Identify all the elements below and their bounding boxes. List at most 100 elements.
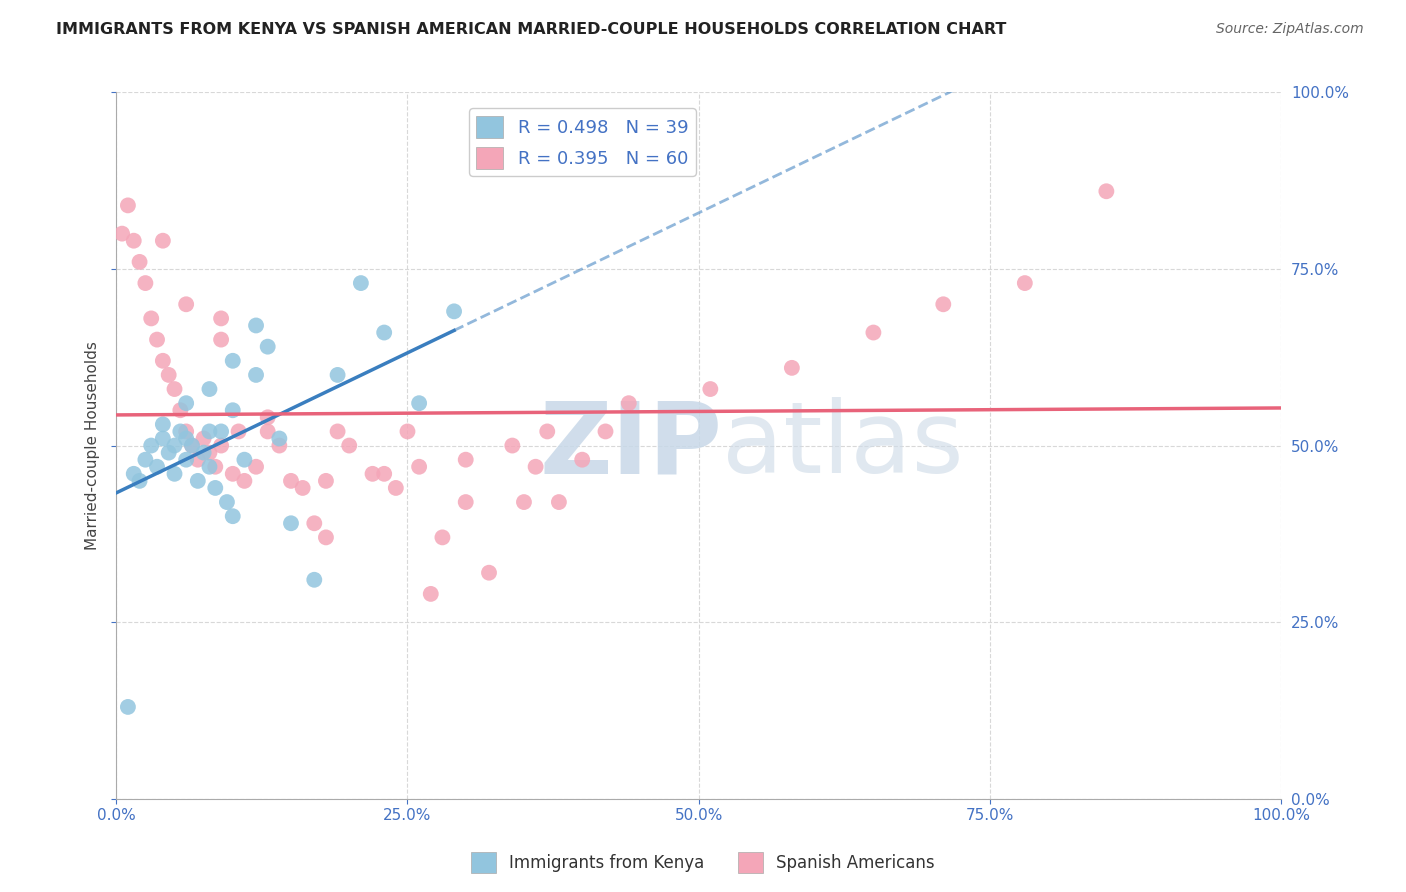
Point (408, 459, 430, 474)
Point (245, 459, 267, 474)
Legend: R = 0.498   N = 39, R = 0.395   N = 60: R = 0.498 N = 39, R = 0.395 N = 60 (470, 109, 696, 176)
Text: ZIP: ZIP (538, 397, 723, 494)
Point (187, 452, 209, 467)
Point (152, 417, 174, 432)
Point (209, 311, 232, 326)
Point (198, 425, 221, 439)
Point (478, 566, 501, 580)
Point (141, 311, 163, 326)
Point (396, 425, 419, 439)
Point (315, 474, 337, 488)
Point (373, 326, 395, 340)
Point (209, 333, 232, 347)
Point (454, 495, 477, 509)
Point (304, 516, 326, 531)
Point (157, 445, 180, 459)
Point (128, 255, 150, 269)
Point (134, 452, 156, 467)
Point (146, 459, 169, 474)
Point (174, 452, 197, 467)
Point (385, 481, 408, 495)
Point (117, 198, 139, 212)
Point (571, 452, 593, 467)
Point (617, 396, 640, 410)
Point (862, 326, 884, 340)
Point (141, 439, 163, 453)
Point (174, 432, 197, 446)
Point (122, 234, 145, 248)
Point (122, 467, 145, 481)
Point (163, 467, 186, 481)
Point (134, 276, 156, 290)
Point (222, 353, 245, 368)
Point (174, 425, 197, 439)
Point (408, 396, 430, 410)
Point (326, 368, 349, 382)
Point (204, 481, 226, 495)
Point (780, 360, 803, 375)
Point (524, 459, 547, 474)
Point (222, 467, 245, 481)
Point (193, 445, 215, 459)
Point (198, 445, 221, 459)
Point (169, 403, 191, 417)
Point (269, 439, 291, 453)
Point (152, 432, 174, 446)
Point (1014, 276, 1036, 290)
Point (204, 459, 226, 474)
Point (932, 297, 955, 311)
Point (193, 432, 215, 446)
Point (350, 276, 373, 290)
Point (209, 439, 232, 453)
Point (256, 340, 278, 354)
Point (361, 467, 384, 481)
Text: IMMIGRANTS FROM KENYA VS SPANISH AMERICAN MARRIED-COUPLE HOUSEHOLDS CORRELATION : IMMIGRANTS FROM KENYA VS SPANISH AMERICA… (56, 22, 1007, 37)
Point (1095, 184, 1118, 198)
Point (117, 700, 139, 714)
Y-axis label: Married-couple Households: Married-couple Households (86, 341, 100, 550)
Point (269, 432, 291, 446)
Point (215, 495, 238, 509)
Point (245, 318, 267, 333)
Point (233, 452, 256, 467)
Point (169, 425, 191, 439)
Point (198, 382, 221, 396)
Text: Source: ZipAtlas.com: Source: ZipAtlas.com (1216, 22, 1364, 37)
Point (163, 439, 186, 453)
Point (501, 439, 523, 453)
Point (209, 425, 232, 439)
Point (291, 481, 314, 495)
Point (233, 474, 256, 488)
Point (228, 425, 250, 439)
Point (245, 368, 267, 382)
Point (152, 234, 174, 248)
Point (443, 304, 465, 318)
Point (222, 509, 245, 524)
Point (256, 425, 278, 439)
Point (111, 227, 134, 241)
Point (513, 495, 536, 509)
Point (454, 452, 477, 467)
Point (152, 353, 174, 368)
Point (187, 474, 209, 488)
Point (432, 530, 454, 544)
Point (157, 368, 180, 382)
Point (699, 382, 721, 396)
Point (280, 516, 302, 531)
Point (174, 297, 197, 311)
Point (181, 439, 204, 453)
Point (163, 382, 186, 396)
Point (198, 459, 221, 474)
Point (222, 403, 245, 417)
Point (181, 439, 204, 453)
Point (419, 587, 441, 601)
Point (548, 495, 571, 509)
Point (280, 474, 302, 488)
Point (256, 410, 278, 425)
Point (174, 396, 197, 410)
Point (326, 425, 349, 439)
Point (536, 425, 558, 439)
Point (146, 333, 169, 347)
Point (128, 474, 150, 488)
Legend: Immigrants from Kenya, Spanish Americans: Immigrants from Kenya, Spanish Americans (464, 846, 942, 880)
